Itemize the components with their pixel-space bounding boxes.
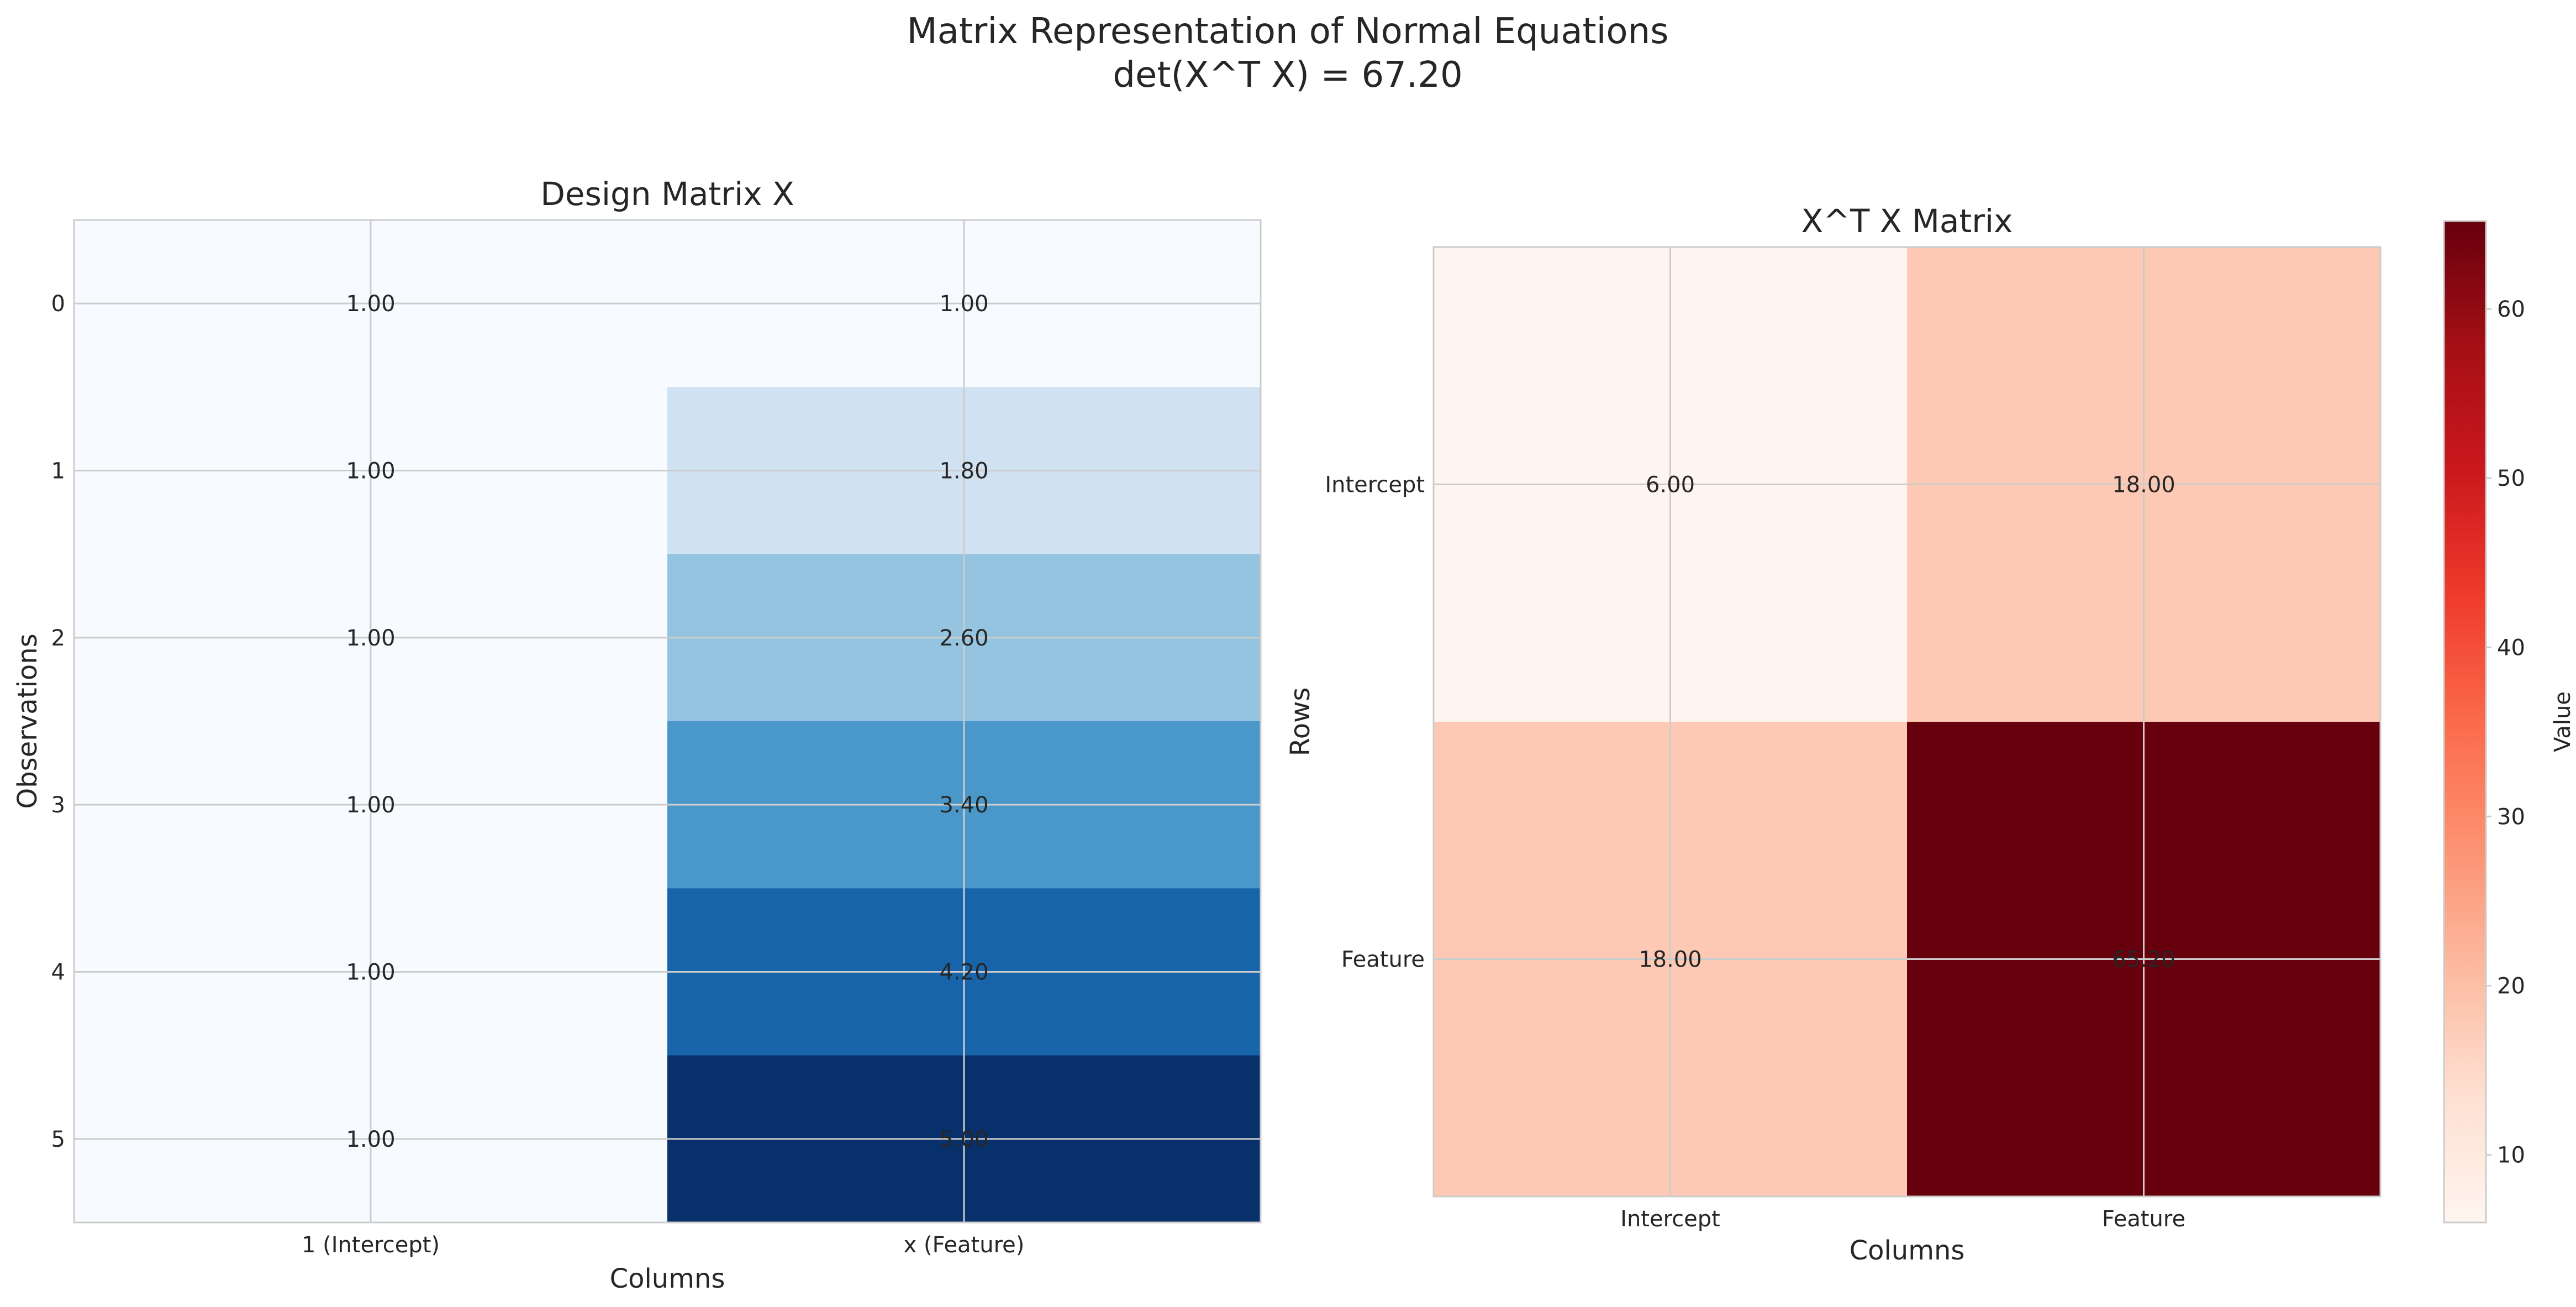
cell-value-label: 1.00 — [346, 792, 395, 818]
x-axis-label: Columns — [610, 1263, 725, 1294]
cell-value-label: 1.00 — [346, 626, 395, 651]
x-tick-label: 1 (Intercept) — [302, 1232, 440, 1258]
y-tick-label: 4 — [51, 960, 65, 985]
cell-value-label: 6.00 — [1646, 473, 1695, 498]
cell-value-label: 1.00 — [346, 291, 395, 317]
x-tick-label: x (Feature) — [904, 1232, 1025, 1258]
y-tick-label: 3 — [51, 792, 65, 818]
axes-frame — [1432, 246, 2382, 1198]
design-matrix-heatmap: Design Matrix X 1.00 1.00 1.00 1.80 1.00 2.60 1… — [12, 175, 1262, 1294]
cell-value-label: 18.00 — [1639, 947, 1702, 973]
colorbar-label: Value — [2550, 691, 2575, 752]
colorbar-tick-label: 50 — [2497, 466, 2525, 491]
cell-value-label: 4.20 — [939, 960, 988, 985]
cell-value-label: 1.00 — [939, 291, 988, 317]
colorbar-tick-label: 20 — [2497, 973, 2525, 999]
suptitle-line-1: Matrix Representation of Normal Equation… — [907, 11, 1669, 52]
cell-value-label: 5.00 — [939, 1127, 988, 1152]
xtx-matrix-heatmap: X^T X Matrix 6.00 18.00 18.00 65.20 Intercept… — [1285, 202, 2382, 1266]
y-axis-label: Rows — [1285, 687, 1316, 757]
axes-frame — [73, 219, 1262, 1224]
x-tick-label: Intercept — [1620, 1206, 1720, 1232]
x-tick-label: Feature — [2102, 1206, 2185, 1232]
cell-value-label: 2.60 — [939, 626, 988, 651]
cell-value-label: 1.00 — [346, 960, 395, 985]
colorbar-tick-label: 10 — [2497, 1143, 2525, 1168]
y-tick-label: 5 — [51, 1127, 65, 1152]
suptitle-line-2: det(X^T X) = 67.20 — [1113, 55, 1462, 96]
heatmap-title: X^T X Matrix — [1801, 202, 2013, 240]
y-tick-label: 1 — [51, 459, 65, 484]
cell-value-label: 1.00 — [346, 459, 395, 484]
xtx-colorbar: 10 20 30 40 50 60 Value — [2443, 220, 2575, 1224]
y-tick-label: 2 — [51, 626, 65, 651]
cell-value-label: 18.00 — [2112, 473, 2175, 498]
y-axis-label: Observations — [12, 633, 43, 809]
cell-value-label: 3.40 — [939, 792, 988, 818]
y-tick-label: Intercept — [1325, 473, 1425, 498]
y-tick-label: 0 — [51, 291, 65, 317]
heatmap-title: Design Matrix X — [540, 175, 794, 213]
cell-value-label: 1.80 — [939, 459, 988, 484]
colorbar-tick-label: 30 — [2497, 804, 2525, 830]
colorbar-gradient — [2443, 220, 2487, 1224]
x-axis-label: Columns — [1850, 1235, 1965, 1266]
colorbar-tick-label: 60 — [2497, 297, 2525, 322]
colorbar-tick-label: 40 — [2497, 635, 2525, 660]
cell-value-label: 65.20 — [2112, 947, 2175, 973]
y-tick-label: Feature — [1341, 947, 1425, 973]
cell-value-label: 1.00 — [346, 1127, 395, 1152]
